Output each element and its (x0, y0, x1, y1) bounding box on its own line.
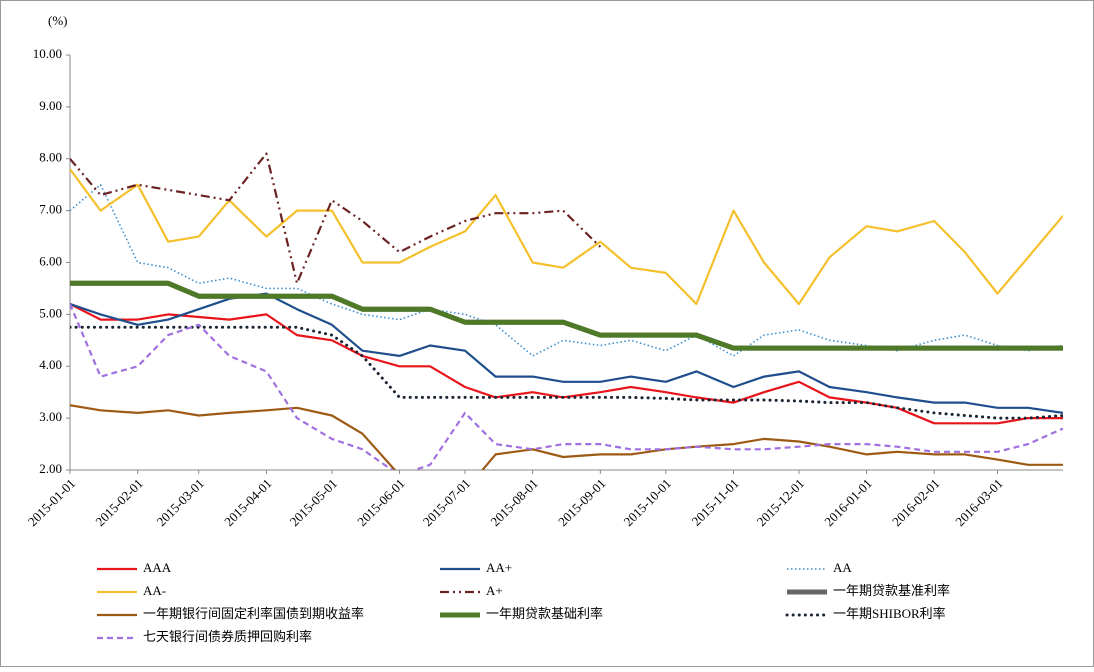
legend-label: AA (833, 560, 852, 575)
y-tick-label: 3.00 (39, 409, 62, 424)
unit-label: (%) (48, 13, 68, 28)
series-line (70, 280, 1063, 351)
legend-label: 七天银行间债券质押回购利率 (143, 629, 312, 644)
y-tick-label: 2.00 (39, 461, 62, 476)
legend-label: AAA (143, 560, 172, 575)
y-tick-label: 5.00 (39, 305, 62, 320)
series-line (70, 404, 1063, 470)
y-tick-label: 6.00 (39, 253, 62, 268)
series-line (70, 292, 1063, 414)
series-line (70, 325, 1063, 420)
series-line (70, 303, 1063, 470)
legend-label: A+ (486, 583, 503, 598)
plot-area (70, 152, 1063, 470)
legend-label: 一年期银行间固定利率国债到期收益率 (143, 606, 364, 621)
legend-label: 一年期SHIBOR利率 (833, 606, 946, 621)
series-line (70, 152, 602, 285)
y-tick-label: 8.00 (39, 150, 62, 165)
legend-label: 一年期贷款基准利率 (833, 583, 950, 598)
y-tick-label: 10.00 (33, 46, 62, 61)
legend-label: AA+ (486, 560, 512, 575)
y-tick-label: 7.00 (39, 202, 62, 217)
legend-label: AA- (143, 583, 166, 598)
legend-label: 一年期贷款基础利率 (486, 606, 603, 621)
series-line (70, 183, 1063, 357)
y-tick-label: 9.00 (39, 98, 62, 113)
y-tick-label: 4.00 (39, 357, 62, 372)
